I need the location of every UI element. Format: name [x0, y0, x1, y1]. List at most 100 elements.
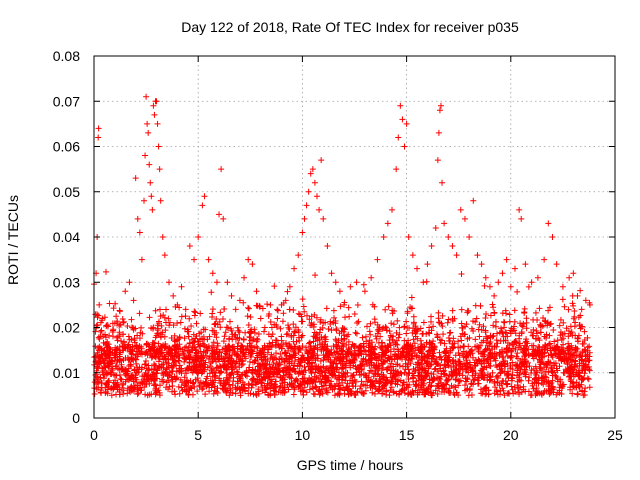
data-point — [299, 375, 306, 382]
data-point — [161, 314, 168, 321]
data-point — [291, 384, 298, 391]
data-point — [472, 362, 479, 369]
data-point — [100, 360, 107, 367]
data-point — [570, 270, 577, 277]
data-point — [371, 346, 378, 353]
data-point — [391, 373, 398, 380]
data-point — [457, 206, 464, 213]
data-point — [214, 340, 221, 347]
data-point — [548, 368, 555, 375]
data-point — [255, 331, 262, 338]
data-point — [546, 391, 553, 398]
data-point — [197, 348, 204, 355]
data-point — [566, 274, 573, 281]
data-point — [440, 331, 447, 338]
data-point — [193, 353, 200, 360]
data-point — [548, 379, 555, 386]
data-point — [441, 340, 448, 347]
data-point — [227, 371, 234, 378]
data-point — [410, 348, 417, 355]
data-point — [379, 326, 386, 333]
data-point — [462, 331, 469, 338]
data-point — [532, 335, 539, 342]
data-point — [353, 369, 360, 376]
data-point — [440, 367, 447, 374]
data-point — [261, 328, 268, 335]
data-point — [396, 388, 403, 395]
data-point — [504, 381, 511, 388]
data-point — [152, 307, 159, 314]
data-point — [523, 358, 530, 365]
data-point — [142, 357, 149, 364]
data-point — [191, 256, 198, 263]
data-point — [501, 368, 508, 375]
data-point — [155, 350, 162, 357]
data-point — [314, 346, 321, 353]
data-point — [581, 328, 588, 335]
data-point — [166, 279, 173, 286]
data-point — [474, 375, 481, 382]
data-point — [308, 344, 315, 351]
data-point — [133, 348, 140, 355]
data-points — [91, 93, 593, 399]
data-point — [226, 381, 233, 388]
data-point — [509, 366, 516, 373]
data-point — [214, 351, 221, 358]
data-point — [279, 318, 286, 325]
data-point — [332, 383, 339, 390]
data-point — [582, 385, 589, 392]
data-point — [513, 353, 520, 360]
data-point — [206, 388, 213, 395]
data-point — [136, 310, 143, 317]
data-point — [371, 390, 378, 397]
data-point — [520, 386, 527, 393]
data-point — [338, 366, 345, 373]
data-point — [482, 327, 489, 334]
data-point — [235, 340, 242, 347]
data-point — [329, 371, 336, 378]
data-point — [284, 288, 291, 295]
data-point — [174, 320, 181, 327]
data-point — [173, 344, 180, 351]
data-point — [304, 377, 311, 384]
data-point — [357, 385, 364, 392]
data-point — [560, 341, 567, 348]
data-point — [438, 370, 445, 377]
data-point — [164, 345, 171, 352]
data-point — [470, 197, 477, 204]
data-point — [491, 350, 498, 357]
data-point — [354, 319, 361, 326]
data-point — [100, 375, 107, 382]
data-point — [401, 324, 408, 331]
data-point — [202, 326, 209, 333]
y-axis-label: ROTI / TECUs — [5, 195, 21, 285]
data-point — [109, 327, 116, 334]
data-point — [402, 360, 409, 367]
data-point — [339, 373, 346, 380]
data-point — [226, 335, 233, 342]
data-point — [313, 314, 320, 321]
data-point — [586, 384, 593, 391]
data-point — [159, 370, 166, 377]
y-tick-label: 0.08 — [53, 48, 80, 64]
data-point — [280, 300, 287, 307]
data-point — [248, 350, 255, 357]
data-point — [290, 321, 297, 328]
data-point — [502, 307, 509, 314]
data-point — [336, 350, 343, 357]
data-point — [487, 332, 494, 339]
data-point — [113, 363, 120, 370]
data-point — [193, 320, 200, 327]
data-point — [221, 333, 228, 340]
data-point — [569, 366, 576, 373]
data-point — [168, 352, 175, 359]
data-point — [403, 120, 410, 127]
data-point — [355, 352, 362, 359]
data-point — [367, 331, 374, 338]
data-point — [552, 350, 559, 357]
data-point — [396, 324, 403, 331]
y-tick-label: 0.04 — [53, 229, 80, 245]
data-point — [574, 390, 581, 397]
data-point — [428, 340, 435, 347]
data-point — [491, 292, 498, 299]
